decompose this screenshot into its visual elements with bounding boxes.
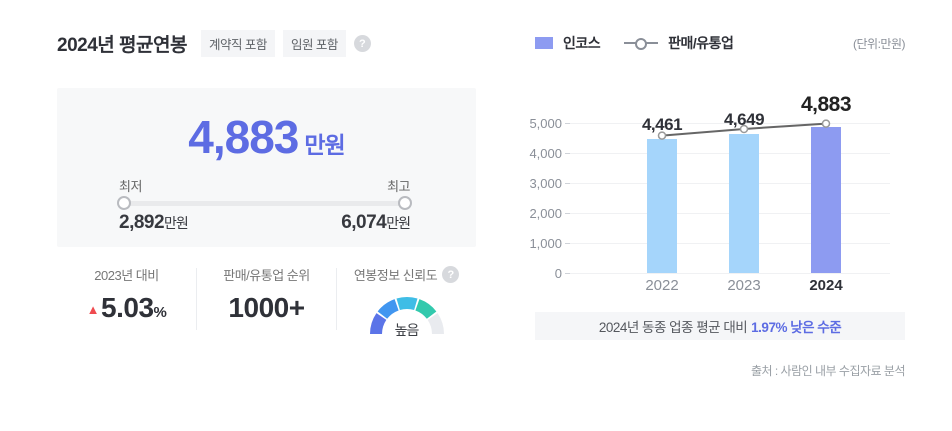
max-salary: 6,074만원 [341, 212, 411, 233]
yoy-value: ▲5.03% [86, 292, 167, 323]
rank-value: 1000+ [228, 292, 305, 323]
y-tick-label: 1,000 [529, 236, 562, 251]
y-tick-label: 4,000 [529, 146, 562, 161]
trend-line [657, 119, 831, 140]
x-tick-label: 2023 [727, 277, 761, 294]
stat-yoy: 2023년 대비 ▲5.03% [57, 260, 196, 350]
comparison-banner: 2024년 동종 업종 평균 대비 1.97% 낮은 수준 [535, 312, 905, 340]
bar-value-label: 4,649 [723, 109, 765, 129]
rank-label: 판매/유통업 순위 [223, 268, 310, 283]
reliability-gauge: 높음 [367, 292, 447, 342]
y-tick-label: 5,000 [529, 116, 562, 131]
chart-legend: 인코스 판매/유통업 (단위:만원) [535, 33, 906, 53]
bar-2023 [729, 133, 759, 273]
stats-row: 2023년 대비 ▲5.03% 판매/유통업 순위 1000+ 연봉정보 신뢰도… [57, 260, 476, 350]
gridline [565, 273, 890, 274]
x-tick-label: 2024 [809, 277, 843, 294]
y-tick-label: 0 [554, 266, 562, 281]
yoy-label: 2023년 대비 [94, 268, 159, 283]
left-panel-header: 2024년 평균연봉 계약직 포함 임원 포함 ? [57, 30, 371, 57]
badge-contract-included: 계약직 포함 [200, 30, 275, 57]
help-icon[interactable]: ? [353, 35, 371, 52]
average-salary: 4,883 만원 [57, 110, 476, 164]
y-tick-label: 3,000 [529, 176, 562, 191]
arrow-up-icon: ▲ [86, 302, 100, 317]
min-salary: 2,892만원 [119, 212, 189, 233]
gridline [565, 123, 890, 124]
y-axis: 0 1,000 2,000 3,000 4,000 5,000 [520, 115, 562, 281]
min-slider-handle[interactable] [117, 196, 131, 210]
salary-range-labels: 최저 최고 [119, 176, 410, 195]
stat-reliability: 연봉정보 신뢰도 ? 높음 [337, 260, 476, 350]
page-title: 2024년 평균연봉 [57, 35, 187, 56]
salary-range-slider [117, 196, 412, 210]
y-tick-label: 2,000 [529, 206, 562, 221]
reliability-level: 높음 [394, 322, 420, 338]
bar-2022 [647, 139, 677, 273]
divider [196, 268, 197, 330]
salary-trend-chart: 0 1,000 2,000 3,000 4,000 5,000 4,461 4,649 4,8… [520, 93, 910, 305]
data-source: 출처 : 사람인 내부 수집자료 분석 [750, 364, 906, 378]
line-legend-label: 판매/유통업 [668, 35, 734, 51]
average-salary-card: 4,883 만원 최저 최고 2,892만원 6,074만원 [57, 88, 476, 247]
bar-value-label: 4,883 [800, 92, 852, 116]
reliability-label: 연봉정보 신뢰도 ? [337, 265, 476, 284]
stat-industry-rank: 판매/유통업 순위 1000+ [197, 260, 336, 350]
plot-area: 4,461 4,649 4,883 [565, 93, 890, 274]
x-tick-label: 2022 [645, 277, 679, 294]
max-slider-handle[interactable] [398, 196, 412, 210]
unit-note: (단위:만원) [853, 36, 906, 51]
average-salary-unit: 만원 [304, 132, 345, 158]
badge-executive-included: 임원 포함 [282, 30, 346, 57]
min-label: 최저 [119, 179, 142, 194]
bar-2024 [811, 126, 841, 273]
bar-legend-label: 인코스 [563, 35, 601, 51]
banner-text: 2024년 동종 업종 평균 대비 [598, 320, 748, 335]
bar-legend-swatch-icon [535, 37, 553, 49]
salary-range-values: 2,892만원 6,074만원 [119, 212, 411, 234]
help-icon[interactable]: ? [442, 266, 460, 283]
bar-value-label: 4,461 [641, 115, 683, 135]
line-legend-marker-icon [624, 37, 659, 50]
average-salary-value: 4,883 [188, 111, 299, 163]
gauge-arc-icon [369, 297, 444, 335]
max-label: 최고 [387, 179, 410, 194]
banner-highlight: 1.97% 낮은 수준 [751, 320, 842, 335]
divider [336, 268, 337, 330]
